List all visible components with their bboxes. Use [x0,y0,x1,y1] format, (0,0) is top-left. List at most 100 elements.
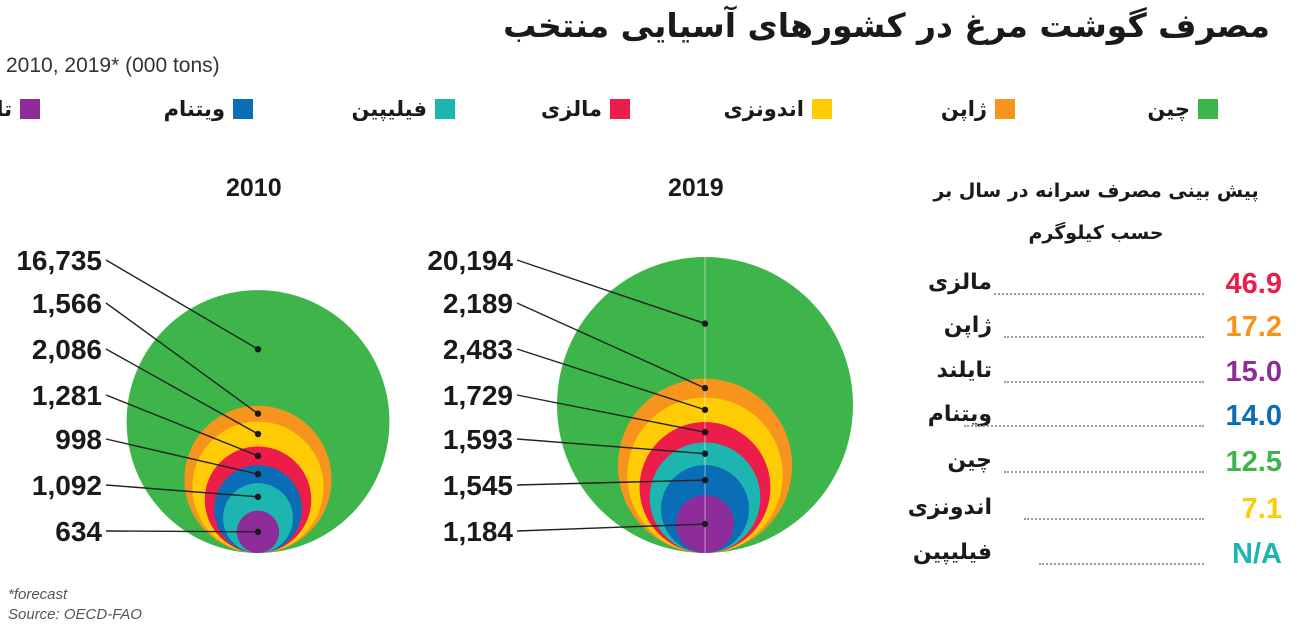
leader-line-2010-japan [105,302,259,415]
value-label-2019-indonesia: 2,483 [443,334,513,365]
leader-line-2019-philippines [516,438,706,455]
value-label-2010-thailand: 634 [55,516,102,547]
per-capita-country: فیلیپین [912,540,992,565]
per-capita-country: ویتنام [927,402,992,427]
chart-2019: 20,194 2,189 2,483 1,729 1,593 1,545 1,184 [427,245,853,553]
legend-swatch-indonesia [812,99,832,119]
per-capita-country: تایلند [936,358,992,383]
legend-item-malaysia: مالزی [541,92,630,126]
marker-dot-2019-china [701,320,709,327]
per-capita-row-indonesia: اندونزی 7.1 [908,493,1282,535]
legend: چین ژاپن اندونزی مالزی فیلیپین ویتنام تایلند [0,92,1300,132]
per-capita-value: N/A [1232,538,1282,570]
leader-line-2019-japan [516,302,706,389]
per-capita-row-china: چین 12.5 [912,446,1282,488]
legend-label-japan: ژاپن [940,97,987,121]
year-label-2010: 2010 [226,174,282,202]
dotted-leader [1004,471,1204,473]
marker-dot-2019-thailand [701,520,709,528]
marker-dot-2010-vietnam [254,470,262,478]
value-label-2010-philippines: 1,092 [32,470,102,501]
per-capita-country: ژاپن [943,313,992,338]
leader-line-2010-china [105,259,259,350]
legend-label-thailand: تایلند [0,97,12,121]
marker-dot-2010-japan [254,410,262,417]
value-label-2010-japan: 1,566 [32,288,102,319]
per-capita-heading-line2: حسب کیلوگرم [1028,222,1164,244]
leader-line-2010-thailand [105,530,259,533]
per-capita-country: چین [947,448,992,473]
marker-dot-2010-china [254,346,262,353]
per-capita-value: 7.1 [1241,493,1282,525]
value-label-2019-malaysia: 1,729 [443,380,513,411]
per-capita-heading: پیش بینی مصرف سرانه در سال بر حسب کیلوگر… [916,170,1276,254]
per-capita-country: اندونزی [907,495,992,520]
legend-item-vietnam: ویتنام [164,92,253,126]
marker-dot-2010-thailand [254,528,262,536]
per-capita-value: 17.2 [1225,311,1282,343]
legend-item-indonesia: اندونزی [724,92,832,126]
value-label-2019-china: 20,194 [427,245,513,276]
marker-dot-2010-malaysia [254,452,262,460]
legend-swatch-malaysia [610,99,630,119]
dotted-leader [1024,518,1204,520]
value-label-2019-philippines: 1,593 [443,424,513,455]
legend-swatch-vietnam [233,99,253,119]
chart-2010: 16,735 1,566 2,086 1,281 998 1,092 634 [16,245,390,553]
legend-label-indonesia: اندونزی [723,97,804,121]
per-capita-heading-line1: پیش بینی مصرف سرانه در سال بر [933,180,1259,202]
per-capita-row-japan: ژاپن 17.2 [912,311,1282,353]
leader-line-2019-indonesia [516,348,706,411]
legend-label-china: چین [1147,97,1190,121]
per-capita-value: 15.0 [1225,356,1282,388]
per-capita-value: 14.0 [1225,400,1282,432]
legend-swatch-china [1198,99,1218,119]
source-note: Source: OECD-FAO [8,606,142,623]
legend-item-philippines: فیلیپین [351,92,455,126]
leader-line-2010-indonesia [105,348,259,435]
marker-dot-2019-vietnam [701,476,709,484]
dotted-leader [1004,336,1204,338]
legend-item-japan: ژاپن [941,92,1015,126]
legend-label-vietnam: ویتنام [163,97,225,121]
marker-dot-2010-philippines [254,493,262,501]
per-capita-value: 12.5 [1225,446,1282,478]
per-capita-country: مالزی [928,270,992,295]
value-label-2019-japan: 2,189 [443,288,513,319]
leader-line-2019-vietnam [516,479,706,486]
dotted-leader [1039,563,1204,565]
legend-swatch-philippines [435,99,455,119]
dotted-leader [994,293,1204,295]
legend-swatch-thailand [20,99,40,119]
value-label-2019-thailand: 1,184 [443,516,513,547]
leader-line-2010-malaysia [105,394,259,457]
per-capita-row-malaysia: مالزی 46.9 [912,268,1282,310]
legend-item-china: چین [1147,92,1218,126]
leader-line-2019-china [516,259,706,325]
chart-title: مصرف گوشت مرغ در کشورهای آسیایی منتخب [503,6,1270,45]
year-label-2019: 2019 [668,174,724,202]
legend-swatch-japan [995,99,1015,119]
per-capita-row-thailand: تایلند 15.0 [912,356,1282,398]
nested-circles-chart: 16,735 1,566 2,086 1,281 998 1,092 634 20,194 2,… [16,245,853,553]
marker-dot-2019-japan [701,384,709,392]
legend-label-malaysia: مالزی [540,97,602,121]
marker-dot-2019-malaysia [701,428,709,436]
dotted-leader [1004,381,1204,383]
footnote: *forecast [8,586,68,603]
value-label-2010-malaysia: 1,281 [32,380,102,411]
leader-line-2010-vietnam [105,438,259,475]
legend-item-thailand: تایلند [0,92,40,126]
marker-dot-2019-philippines [701,450,709,457]
per-capita-row-vietnam: ویتنام 14.0 [912,400,1282,442]
value-label-2010-indonesia: 2,086 [32,334,102,365]
dotted-leader [964,425,1204,427]
leader-line-2010-philippines [105,484,259,498]
marker-dot-2010-indonesia [254,430,262,438]
marker-dot-2019-indonesia [701,406,709,413]
value-label-2010-vietnam: 998 [55,424,102,455]
legend-label-philippines: فیلیپین [351,97,427,121]
leader-line-2019-malaysia [516,394,706,433]
value-label-2010-china: 16,735 [16,245,102,276]
value-label-2019-vietnam: 1,545 [443,470,513,501]
